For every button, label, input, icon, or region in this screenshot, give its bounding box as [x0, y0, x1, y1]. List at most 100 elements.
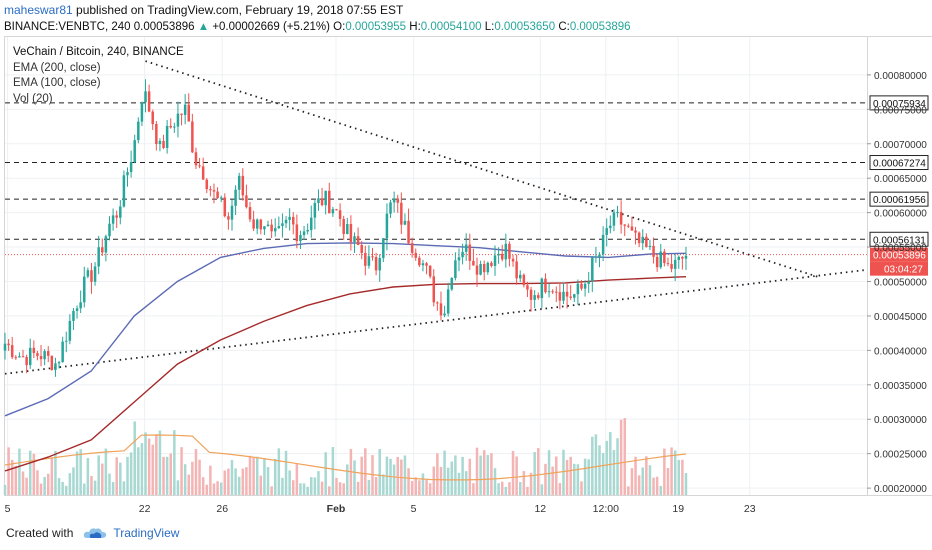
price-axis[interactable] — [868, 36, 932, 496]
volume-bar — [176, 480, 180, 495]
candle-body — [277, 226, 281, 229]
candle-body — [544, 278, 547, 293]
level-label: 0.00075934 — [873, 99, 926, 110]
volume-bar — [364, 448, 367, 495]
candle-body — [205, 179, 209, 190]
candle-body — [490, 262, 493, 266]
volume-bar — [28, 450, 32, 495]
volume-bar — [641, 467, 644, 495]
volume-bar — [486, 455, 490, 495]
volume-bar — [180, 447, 183, 495]
candle-body — [252, 219, 255, 229]
candle-body — [389, 202, 392, 214]
candle-body — [641, 236, 644, 244]
candle-body — [219, 197, 223, 199]
volume-bar — [533, 452, 536, 495]
volume-bar — [129, 452, 133, 495]
legend-ema100[interactable]: EMA (100, close) — [13, 77, 101, 89]
x-tick-label: 22 — [139, 503, 151, 515]
legend-volume[interactable]: Vol (20) — [13, 92, 53, 105]
volume-bar — [151, 444, 154, 495]
x-tick-label: 5 — [5, 503, 11, 515]
volume-bar — [508, 482, 511, 495]
volume-bar — [187, 474, 191, 495]
volume-bar — [93, 480, 97, 495]
volume-bar — [295, 463, 299, 495]
volume-bar — [547, 450, 551, 495]
volume-bar — [97, 455, 100, 495]
candle-body — [500, 253, 504, 260]
volume-bar — [497, 483, 500, 495]
candle-body — [349, 224, 353, 242]
volume-bar — [396, 456, 399, 495]
candle-body — [291, 216, 295, 225]
candle-body — [248, 207, 252, 220]
candle-body — [580, 283, 583, 289]
candle-body — [565, 291, 569, 297]
candle-body — [126, 172, 129, 176]
candle-body — [335, 209, 338, 211]
volume-bar — [169, 453, 172, 495]
candle-body — [522, 274, 526, 286]
candle-body — [281, 223, 284, 227]
volume-bar — [346, 464, 349, 495]
candle-body — [475, 265, 479, 275]
candle-body — [428, 265, 432, 277]
volume-bar — [482, 450, 486, 495]
candle-body — [486, 262, 490, 273]
candle-body — [79, 302, 82, 309]
open-value: 0.00053955 — [345, 21, 407, 33]
candle-body — [331, 209, 335, 214]
candle-body — [255, 219, 259, 229]
y-tick-label: 0.00050000 — [874, 277, 927, 288]
legend-ema200[interactable]: EMA (200, close) — [13, 61, 101, 74]
candle-body — [223, 197, 227, 217]
volume-bar — [504, 486, 508, 495]
volume-bar — [140, 443, 144, 495]
author-link[interactable]: maheswar81 — [4, 3, 73, 17]
volume-bar — [147, 438, 151, 495]
candle-body — [140, 102, 144, 122]
chart-pane[interactable] — [4, 36, 868, 496]
candle-body — [104, 236, 108, 253]
volume-bar — [338, 482, 342, 495]
countdown-label-box — [870, 261, 928, 276]
volume-bar — [663, 448, 666, 495]
candle-body — [299, 235, 302, 242]
candle-body — [518, 274, 522, 279]
candle-body — [108, 223, 111, 237]
candle-body — [511, 258, 515, 262]
volume-bar — [472, 483, 475, 495]
close-value: 0.00053896 — [569, 21, 631, 33]
candle-body — [637, 232, 641, 244]
candle-body — [439, 303, 443, 316]
y-tick-label: 0.00035000 — [874, 381, 927, 392]
chart-header: maheswar81 published on TradingView.com,… — [4, 2, 924, 36]
candle-body — [111, 215, 115, 224]
volume-bar — [68, 473, 72, 495]
candle-body — [83, 276, 86, 303]
volume-bar — [522, 471, 526, 495]
volume-bar — [555, 456, 558, 495]
candle-body — [576, 283, 580, 295]
candle-body — [50, 355, 54, 370]
candle-body — [364, 252, 367, 266]
candle-body — [446, 289, 450, 314]
volume-bar — [461, 456, 464, 495]
volume-bar — [281, 477, 284, 495]
volume-bar — [25, 477, 28, 495]
volume-bar — [10, 459, 14, 495]
volume-bar — [299, 483, 302, 495]
volume-bar — [155, 434, 158, 495]
last-price: 0.00053896 — [133, 21, 195, 33]
volume-bar — [83, 483, 86, 495]
legend-title: VeChain / Bitcoin, 240, BINANCE — [13, 46, 184, 58]
candle-body — [25, 356, 28, 366]
tradingview-brand[interactable]: TradingView — [113, 526, 180, 540]
volume-bar — [551, 466, 554, 495]
candle-body — [227, 216, 230, 220]
volume-bar — [255, 456, 259, 495]
volume-bar — [245, 467, 248, 495]
candle-body — [68, 320, 72, 341]
